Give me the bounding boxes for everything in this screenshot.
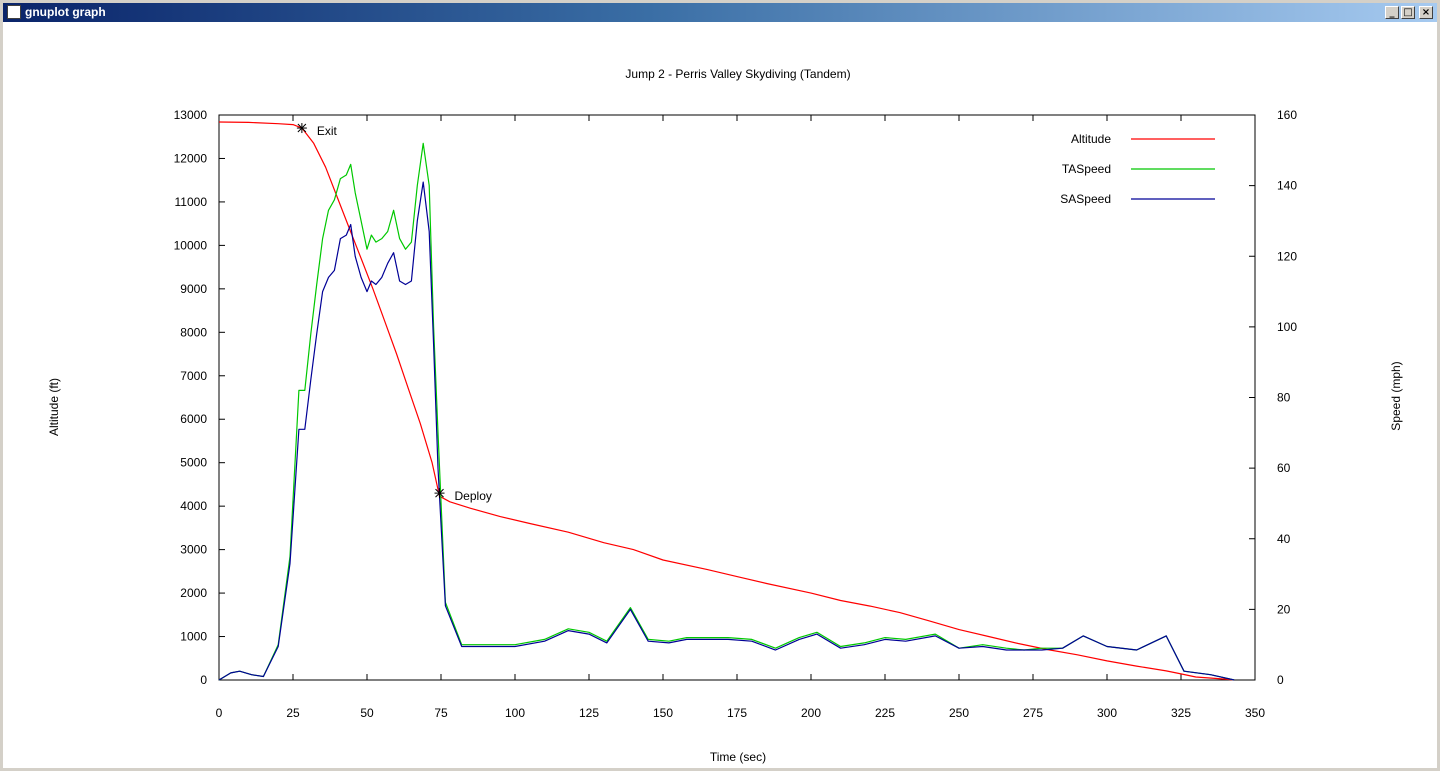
annotation-exit: Exit bbox=[296, 123, 338, 138]
x-tick-label: 25 bbox=[286, 706, 300, 720]
chart-title: Jump 2 - Perris Valley Skydiving (Tandem… bbox=[625, 67, 850, 81]
series-line-saspeed bbox=[218, 181, 1235, 681]
y-tick-label: 3000 bbox=[180, 543, 207, 557]
y-tick-label: 6000 bbox=[180, 412, 207, 426]
y-tick-label: 1000 bbox=[180, 630, 207, 644]
y-tick-label: 5000 bbox=[180, 456, 207, 470]
plot-area: Jump 2 - Perris Valley Skydiving (Tandem… bbox=[3, 22, 1437, 768]
legend-label-taspeed: TASpeed bbox=[1062, 162, 1111, 176]
y2-tick-label: 100 bbox=[1277, 320, 1297, 334]
maximize-button[interactable]: □ bbox=[1401, 6, 1415, 19]
y2-tick-label: 0 bbox=[1277, 673, 1284, 687]
chart: Jump 2 - Perris Valley Skydiving (Tandem… bbox=[47, 67, 1403, 764]
y2-tick-label: 140 bbox=[1277, 179, 1297, 193]
y2-tick-label: 40 bbox=[1277, 532, 1291, 546]
y-tick-label: 8000 bbox=[180, 325, 207, 339]
x-tick-label: 275 bbox=[1023, 706, 1043, 720]
title-bar[interactable]: gnuplot graph _ □ × bbox=[3, 3, 1437, 22]
y-tick-label: 12000 bbox=[174, 151, 208, 165]
legend: Altitude TASpeed SASpeed bbox=[1060, 132, 1215, 206]
annotation-deploy: Deploy bbox=[434, 488, 492, 503]
y2-tick-label: 160 bbox=[1277, 108, 1297, 122]
x-tick-label: 225 bbox=[875, 706, 895, 720]
y-axis-label: Altitude (ft) bbox=[47, 378, 61, 436]
star-marker-icon bbox=[435, 488, 444, 498]
x-tick-label: 300 bbox=[1097, 706, 1117, 720]
x-axis-label: Time (sec) bbox=[710, 750, 766, 764]
series-line-altitude bbox=[218, 121, 1235, 681]
y-tick-label: 10000 bbox=[174, 238, 208, 252]
x-tick-label: 175 bbox=[727, 706, 747, 720]
legend-label-saspeed: SASpeed bbox=[1060, 192, 1111, 206]
y-tick-label: 0 bbox=[200, 673, 207, 687]
y-tick-label: 11000 bbox=[175, 195, 208, 209]
y2-tick-label: 60 bbox=[1277, 461, 1291, 475]
y2-tick-label: 120 bbox=[1277, 249, 1297, 263]
y-tick-label: 7000 bbox=[180, 369, 207, 383]
x-tick-label: 325 bbox=[1171, 706, 1191, 720]
star-marker-icon bbox=[297, 123, 307, 133]
x-tick-label: 100 bbox=[505, 706, 525, 720]
minimize-button[interactable]: _ bbox=[1385, 6, 1399, 19]
legend-label-altitude: Altitude bbox=[1071, 132, 1111, 146]
y-tick-label: 4000 bbox=[180, 499, 207, 513]
x-tick-label: 200 bbox=[801, 706, 821, 720]
annotation-label: Exit bbox=[317, 124, 338, 138]
x-tick-label: 350 bbox=[1245, 706, 1265, 720]
x-tick-label: 125 bbox=[579, 706, 599, 720]
series-line-taspeed bbox=[218, 142, 1235, 681]
window-title: gnuplot graph bbox=[25, 5, 106, 19]
y-tick-label: 13000 bbox=[174, 108, 208, 122]
annotation-label: Deploy bbox=[455, 489, 492, 503]
x-tick-label: 250 bbox=[949, 706, 969, 720]
y2-tick-label: 20 bbox=[1277, 602, 1291, 616]
x-tick-label: 150 bbox=[653, 706, 673, 720]
x-tick-label: 0 bbox=[216, 706, 223, 720]
x-tick-label: 75 bbox=[434, 706, 448, 720]
y-tick-label: 2000 bbox=[180, 586, 207, 600]
gnuplot-app-icon[interactable] bbox=[7, 5, 21, 19]
y2-axis-label: Speed (mph) bbox=[1389, 361, 1403, 430]
y2-tick-label: 80 bbox=[1277, 391, 1291, 405]
y-tick-label: 9000 bbox=[180, 282, 207, 296]
close-button[interactable]: × bbox=[1419, 6, 1433, 19]
x-tick-label: 50 bbox=[360, 706, 374, 720]
